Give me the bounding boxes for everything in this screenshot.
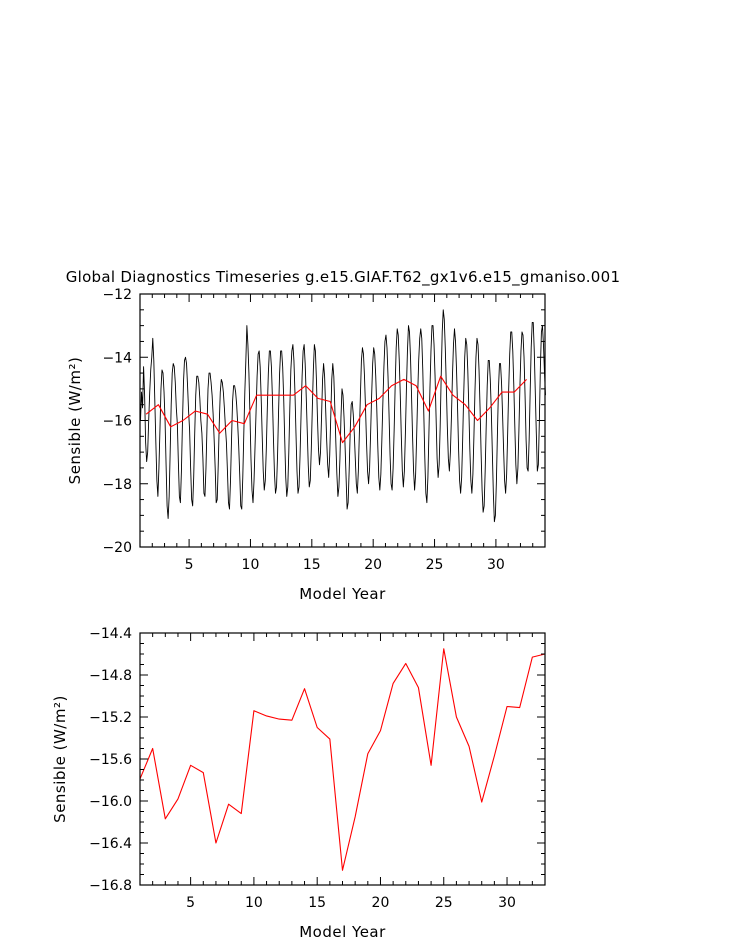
bottom-y-tick-label: −16.8 (89, 878, 132, 894)
top-x-tick-label: 15 (303, 557, 321, 573)
top-series-lines (140, 309, 546, 523)
top-y-tick-label: −12 (102, 287, 132, 303)
top-y-axis-label: Sensible (W/m²) (66, 357, 84, 485)
top-x-tick-label: 10 (242, 557, 260, 573)
top-series-line-2 (145, 375, 527, 444)
top-y-tick-label: −16 (102, 414, 132, 430)
top-y-tick-label: −14 (102, 350, 132, 366)
top-series-line-1 (140, 309, 546, 523)
chart-title: Global Diagnostics Timeseries g.e15.GIAF… (66, 268, 621, 287)
bottom-plot-frame (139, 632, 546, 886)
bottom-x-axis-label: Model Year (299, 923, 386, 941)
top-y-tick-label: −20 (102, 540, 132, 556)
bottom-y-tick-label: −15.2 (89, 710, 132, 726)
top-axis-ticks: 5 10 15 20 25 30 −20 −18 −16 −14 −12 (102, 287, 546, 573)
top-x-tick-label: 25 (426, 557, 444, 573)
bottom-x-tick-label: 10 (245, 895, 263, 911)
bottom-x-tick-label: 15 (308, 895, 326, 911)
bottom-x-tick-label: 30 (498, 895, 516, 911)
bottom-x-tick-label: 25 (435, 895, 453, 911)
top-x-axis-label: Model Year (299, 585, 386, 603)
bottom-x-tick-label: 20 (372, 895, 390, 911)
bottom-y-tick-label: −14.8 (89, 668, 132, 684)
top-x-tick-label: 30 (487, 557, 505, 573)
bottom-y-axis-label: Sensible (W/m²) (51, 695, 69, 823)
top-y-tick-label: −18 (102, 477, 132, 493)
bottom-y-tick-label: −15.6 (89, 752, 132, 768)
bottom-series-line-1 (139, 648, 546, 871)
bottom-series-lines (139, 648, 546, 871)
bottom-y-tick-label: −16.0 (89, 794, 132, 810)
top-panel: 5 10 15 20 25 30 −20 −18 −16 −14 −12 Model Year Se… (66, 287, 546, 603)
bottom-y-tick-label: −16.4 (89, 836, 132, 852)
top-x-tick-label: 5 (185, 557, 194, 573)
top-x-tick-label: 20 (364, 557, 382, 573)
bottom-panel: 5 10 15 20 25 30 −16.8 −16.4 −16.0 −15.6 −15.2 −14.… (51, 626, 546, 941)
bottom-x-tick-label: 5 (186, 895, 195, 911)
bottom-y-tick-label: −14.4 (89, 626, 132, 642)
bottom-axis-ticks: 5 10 15 20 25 30 −16.8 −16.4 −16.0 −15.6 −15.2 −14.… (89, 626, 546, 911)
